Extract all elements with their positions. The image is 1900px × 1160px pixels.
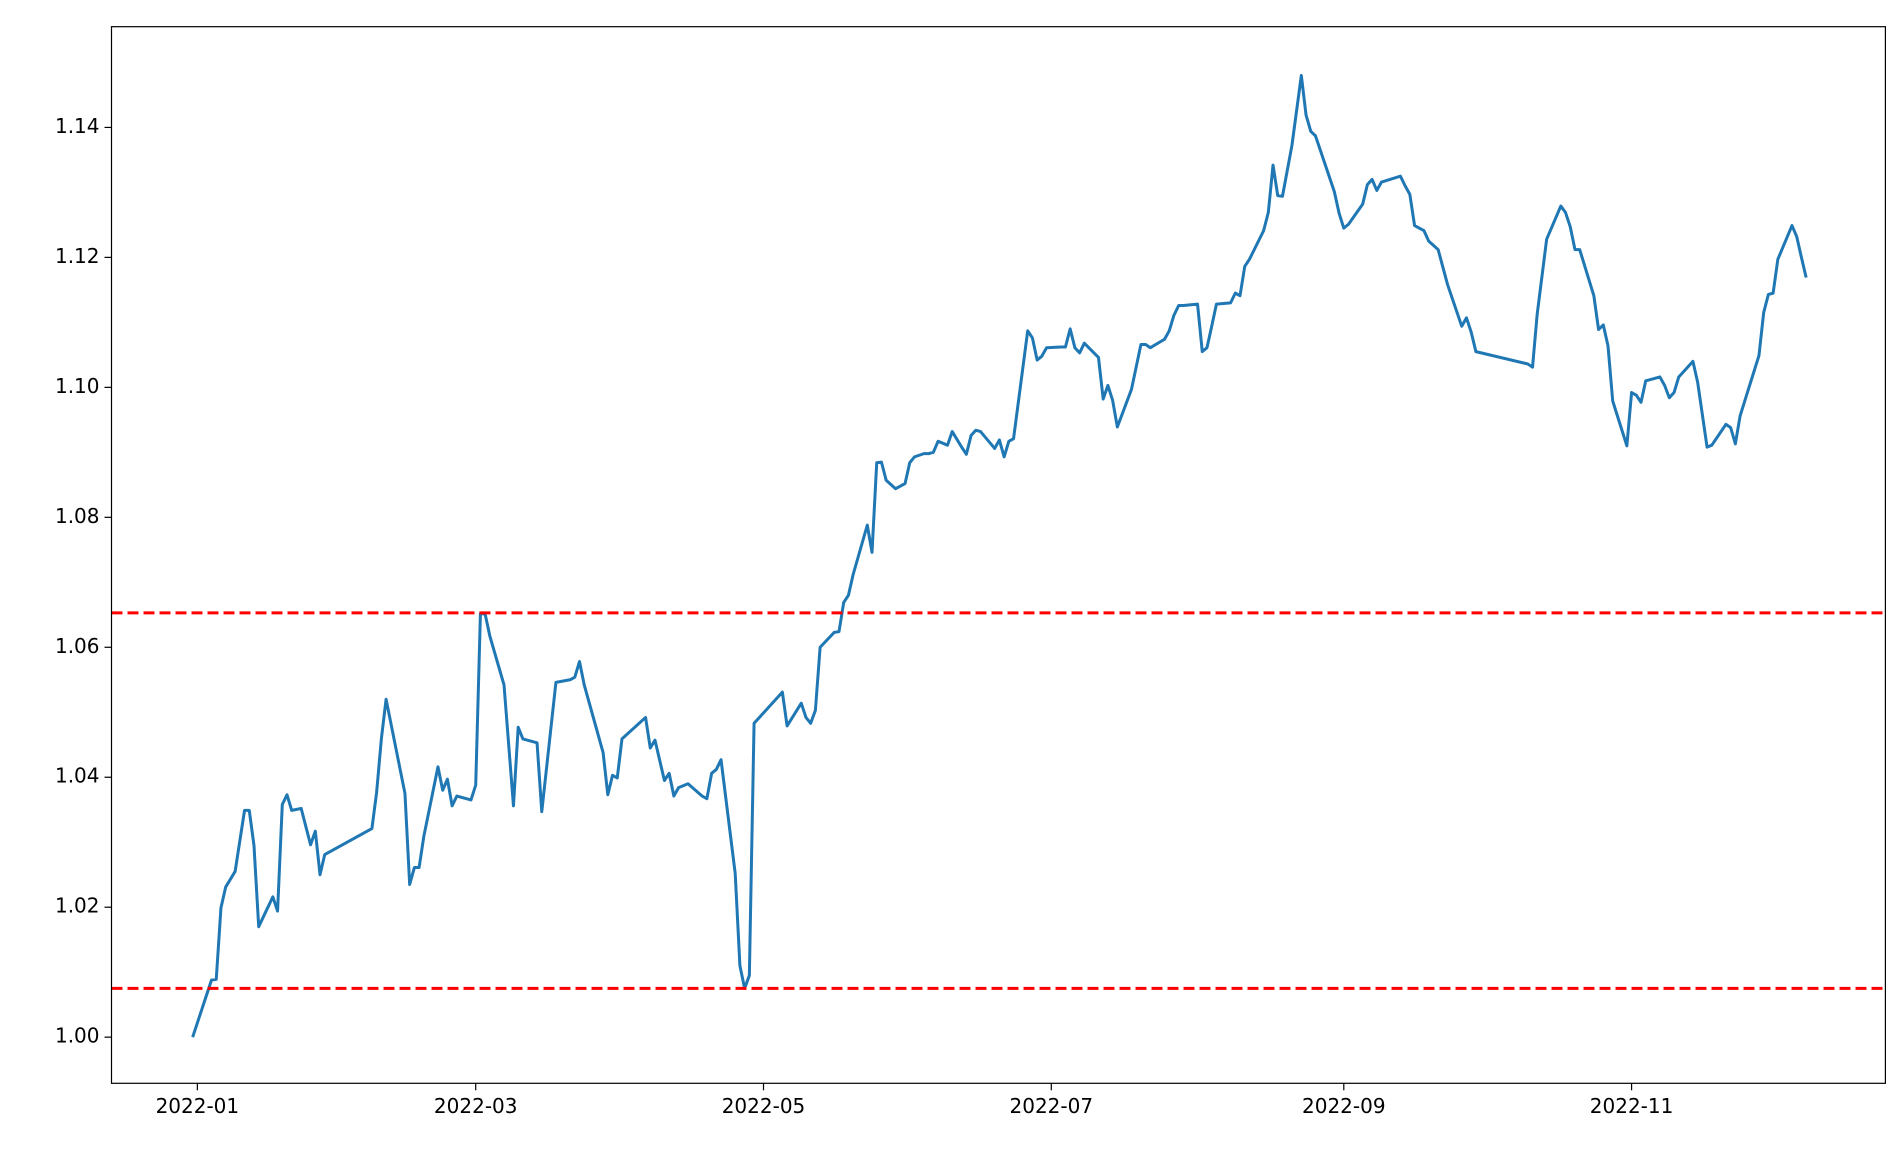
x-tick-label: 2022-09 <box>1302 1094 1386 1118</box>
y-tick-label: 1.06 <box>55 634 100 658</box>
x-tick-label: 2022-03 <box>434 1094 518 1118</box>
x-tick-label: 2022-11 <box>1590 1094 1674 1118</box>
plot-frame <box>110 26 1887 1084</box>
y-tick-label: 1.02 <box>55 894 100 918</box>
y-tick-label: 1.10 <box>55 374 100 398</box>
y-tick-label: 1.12 <box>55 244 100 268</box>
y-tick-label: 1.04 <box>55 764 100 788</box>
y-tick-label: 1.14 <box>55 114 100 138</box>
x-tick-label: 2022-01 <box>156 1094 240 1118</box>
y-tick-label: 1.00 <box>55 1024 100 1048</box>
y-tick-label: 1.08 <box>55 504 100 528</box>
x-tick-label: 2022-07 <box>1010 1094 1094 1118</box>
x-tick-label: 2022-05 <box>722 1094 806 1118</box>
